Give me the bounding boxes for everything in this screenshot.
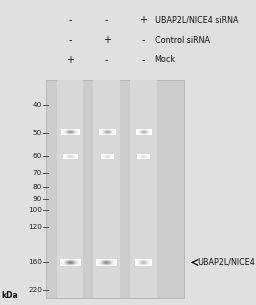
- Text: 80: 80: [33, 184, 42, 189]
- Text: -: -: [68, 35, 72, 45]
- Text: UBAP2L/NICE4: UBAP2L/NICE4: [197, 258, 255, 267]
- Text: +: +: [66, 55, 74, 65]
- Text: -: -: [68, 16, 72, 25]
- Text: Control siRNA: Control siRNA: [155, 36, 210, 45]
- Text: +: +: [139, 16, 147, 25]
- Text: 220: 220: [28, 287, 42, 293]
- Text: -: -: [142, 35, 145, 45]
- Bar: [93, 80, 120, 298]
- Text: -: -: [105, 55, 109, 65]
- Text: -: -: [105, 16, 109, 25]
- Text: 90: 90: [33, 196, 42, 202]
- Bar: [57, 80, 83, 298]
- Text: 50: 50: [33, 130, 42, 136]
- Text: 160: 160: [28, 260, 42, 265]
- Bar: [46, 80, 184, 298]
- Text: 60: 60: [33, 153, 42, 159]
- Text: 70: 70: [33, 170, 42, 176]
- Text: -: -: [142, 55, 145, 65]
- Text: 120: 120: [28, 224, 42, 230]
- Text: UBAP2L/NICE4 siRNA: UBAP2L/NICE4 siRNA: [155, 16, 238, 25]
- Text: 100: 100: [28, 207, 42, 213]
- Text: kDa: kDa: [2, 291, 18, 300]
- Text: +: +: [103, 35, 111, 45]
- Text: 40: 40: [33, 102, 42, 109]
- Bar: [130, 80, 157, 298]
- Text: Mock: Mock: [155, 56, 176, 64]
